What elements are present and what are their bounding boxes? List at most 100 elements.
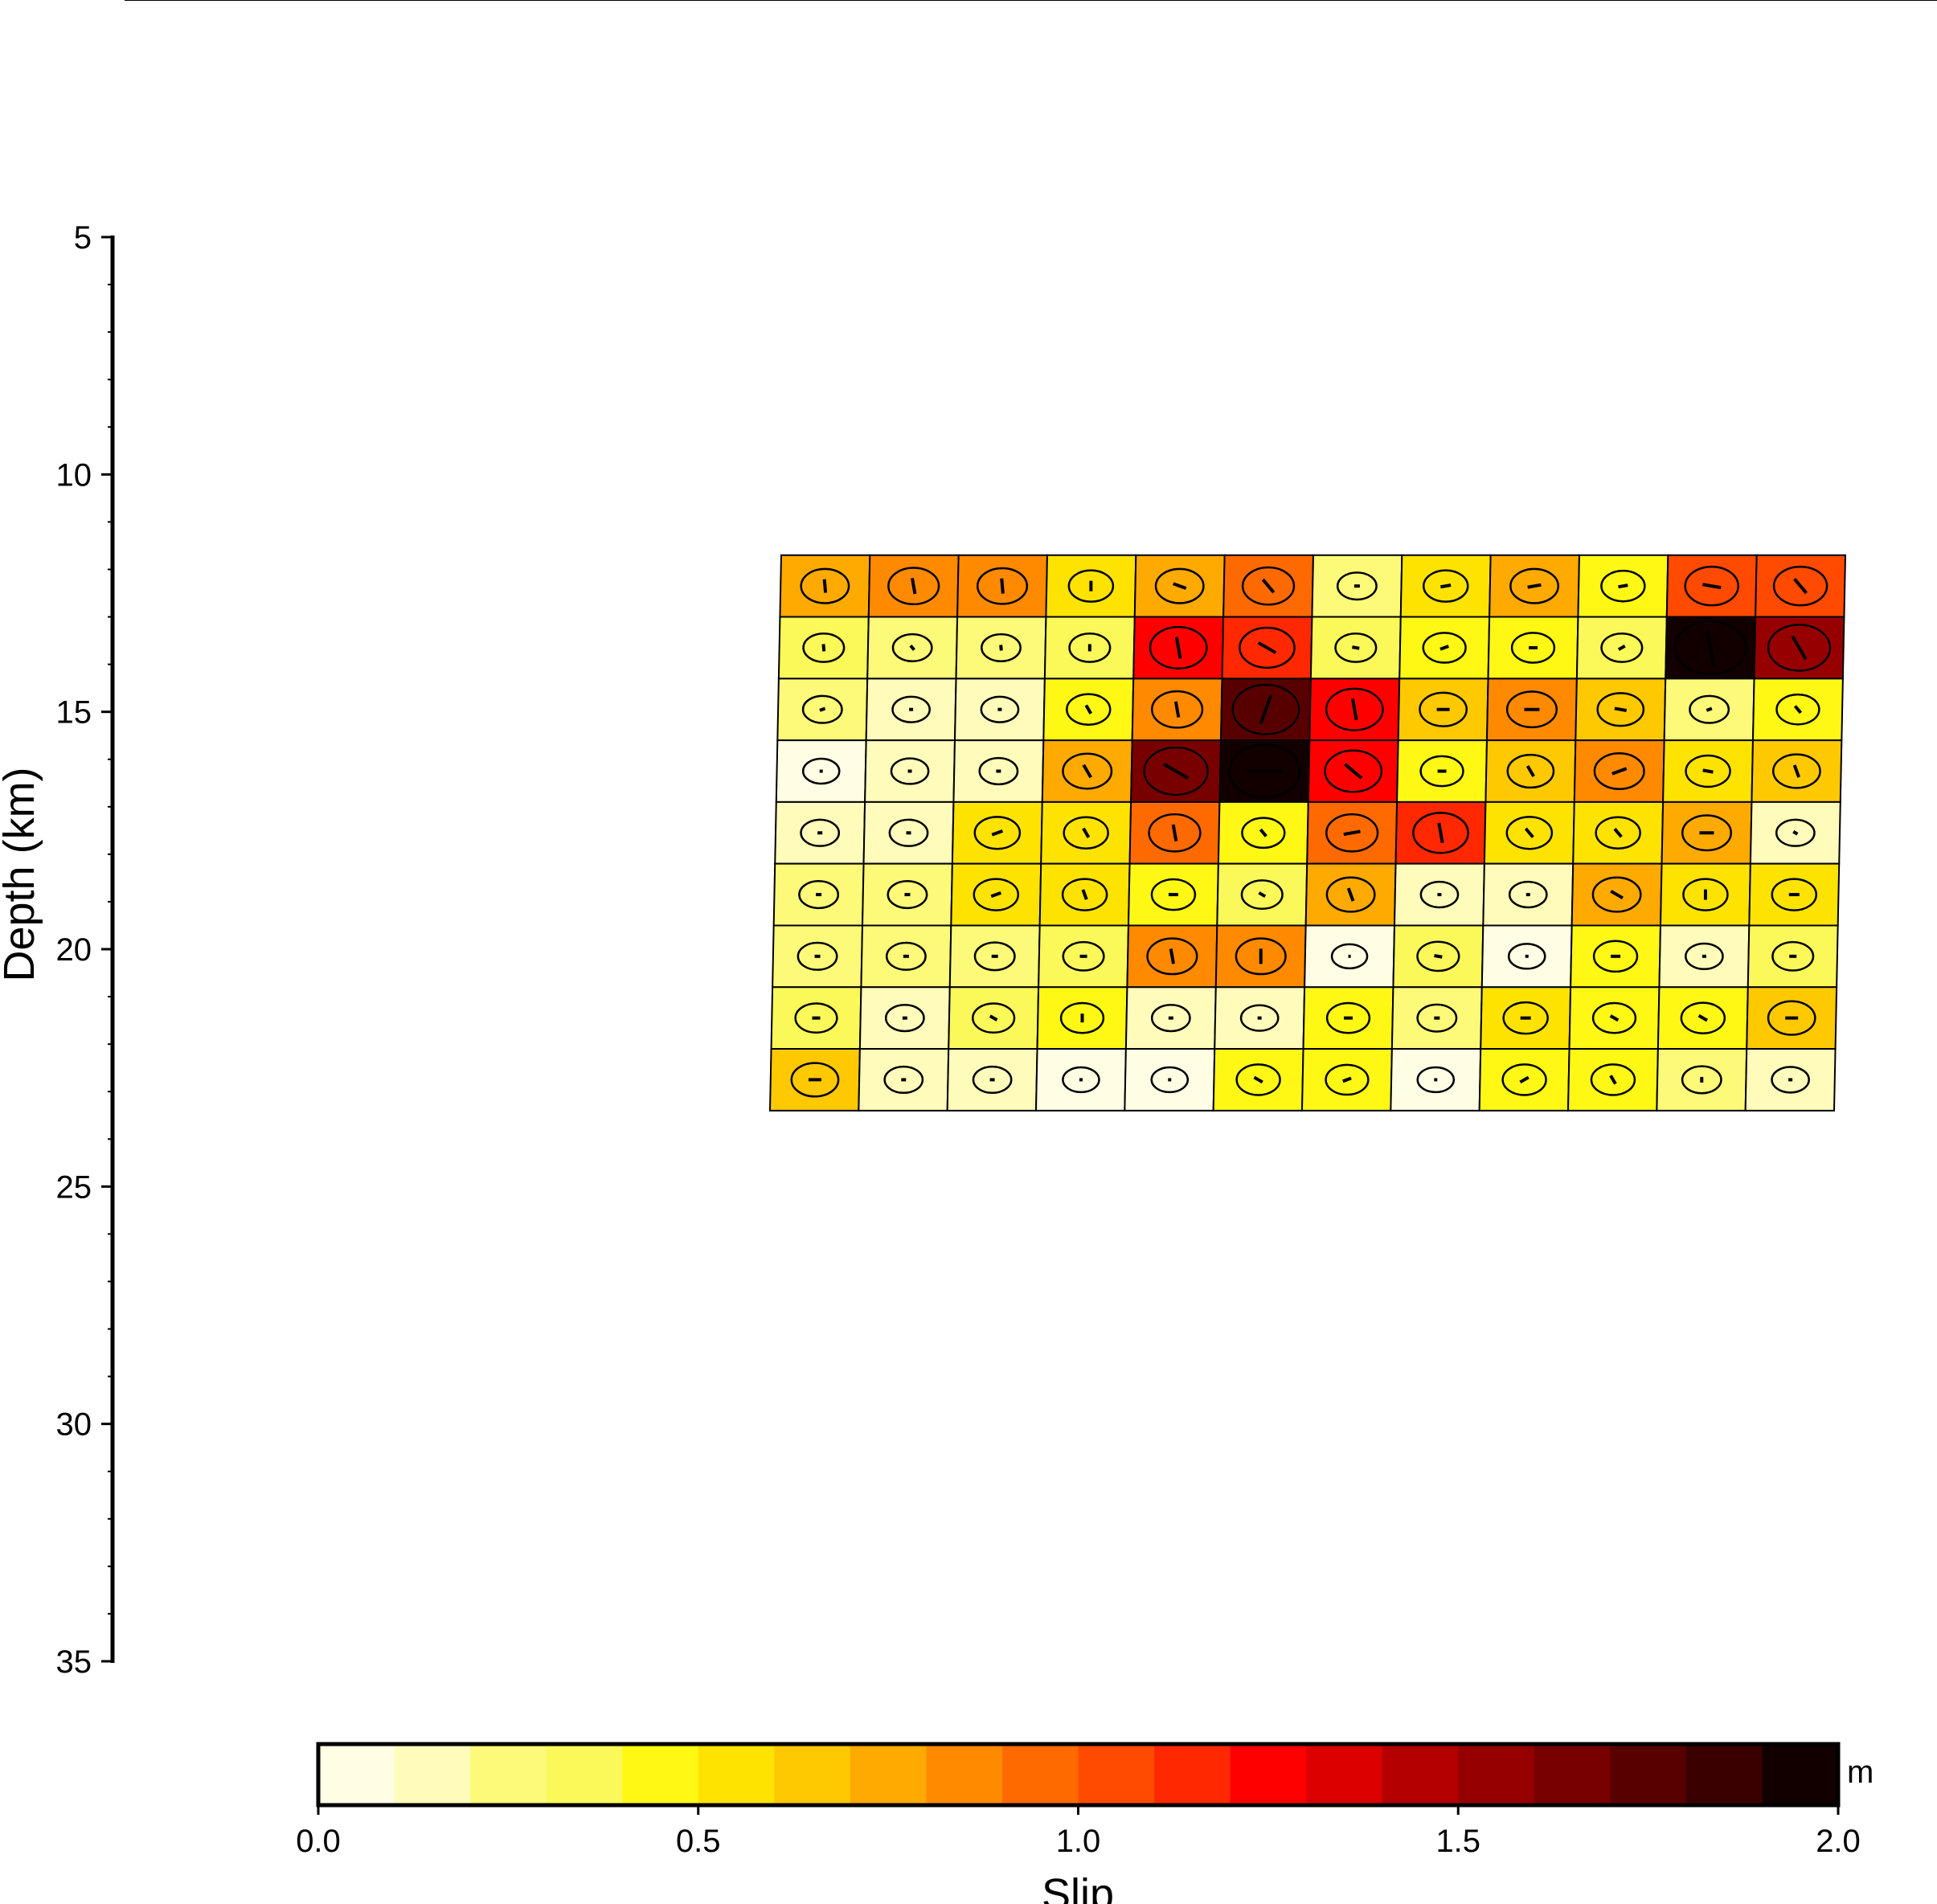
slip-vector: [1437, 822, 1444, 843]
uncertainty-ellipse: [1146, 937, 1198, 976]
slip-vector: [821, 644, 826, 652]
uncertainty-ellipse: [1509, 567, 1560, 604]
depth-tick-label: 10: [56, 457, 92, 493]
slip-vector: [1793, 578, 1808, 595]
depth-tick-label: 5: [74, 220, 92, 256]
slip-colorbar: 0.0 0.5 1.0 1.5 2.0: [296, 1742, 1861, 1859]
slip-vector: [1706, 706, 1713, 712]
uncertainty-ellipse: [1151, 690, 1204, 729]
uncertainty-ellipse: [1325, 1001, 1371, 1034]
slip-vector: [1434, 954, 1443, 959]
slip-vector: [1702, 583, 1722, 590]
slip-vector: [1082, 827, 1091, 838]
slip-vector: [1257, 641, 1277, 654]
slip-vector: [1527, 583, 1542, 589]
colorbar-swatch: [1762, 1744, 1839, 1805]
slip-vector: [1000, 578, 1005, 594]
depth-tick-label: 25: [56, 1169, 92, 1205]
slip-vector: [1350, 698, 1358, 721]
slip-vector: [1618, 583, 1628, 589]
uncertainty-ellipse: [1591, 1001, 1637, 1034]
uncertainty-ellipse: [1507, 943, 1546, 970]
slip-vector: [1253, 1075, 1263, 1084]
uncertainty-ellipse: [977, 567, 1029, 605]
uncertainty-ellipse: [1771, 753, 1821, 789]
uncertainty-ellipse: [1508, 880, 1548, 909]
uncertainty-ellipse: [1422, 632, 1467, 664]
slip-vector: [1609, 1075, 1617, 1085]
colorbar-swatch: [774, 1744, 851, 1805]
uncertainty-ellipse: [1143, 746, 1209, 796]
fault-patch-grid: [768, 554, 1847, 1112]
slip-vector: [1613, 828, 1623, 838]
uncertainty-ellipse: [1767, 1000, 1816, 1036]
uncertainty-ellipse: [1590, 1063, 1636, 1096]
uncertainty-ellipse: [1150, 878, 1197, 911]
uncertainty-ellipse: [1501, 1063, 1547, 1096]
uncertainty-ellipse: [1689, 694, 1730, 724]
slip-vector: [1342, 1076, 1352, 1083]
uncertainty-ellipse: [1681, 1065, 1722, 1095]
slip-vector: [991, 829, 1004, 837]
depth-tick-label: 30: [56, 1407, 92, 1443]
slip-vector: [1259, 828, 1267, 837]
uncertainty-ellipse: [801, 757, 841, 785]
uncertainty-ellipse: [1771, 940, 1815, 972]
uncertainty-ellipse: [802, 632, 846, 663]
uncertainty-ellipse: [973, 878, 1020, 911]
colorbar-tick-label: 1.5: [1435, 1824, 1480, 1859]
slip-vector: [1614, 706, 1628, 712]
slip-vector: [1352, 645, 1360, 650]
uncertainty-ellipse: [972, 1002, 1016, 1034]
uncertainty-ellipse: [1681, 814, 1732, 852]
uncertainty-ellipse: [1228, 743, 1301, 799]
slip-vector: [1171, 824, 1178, 841]
colorbar-swatch: [698, 1744, 775, 1805]
uncertainty-ellipse: [801, 694, 843, 724]
slip-vector: [1169, 948, 1176, 964]
uncertainty-ellipse: [1419, 691, 1468, 727]
uncertainty-ellipse: [1595, 816, 1641, 850]
uncertainty-ellipse: [1061, 878, 1108, 911]
colorbar-swatch: [1306, 1744, 1383, 1805]
colorbar-tick-label: 0.0: [296, 1824, 341, 1859]
uncertainty-ellipse: [1502, 1001, 1549, 1035]
colorbar-swatch: [470, 1744, 547, 1805]
slip-vector: [1084, 704, 1093, 715]
slip-vector: [1259, 694, 1273, 725]
uncertainty-ellipse: [800, 818, 841, 847]
uncertainty-ellipse: [800, 567, 850, 604]
uncertainty-ellipse: [972, 1065, 1013, 1095]
uncertainty-ellipse: [1325, 876, 1376, 913]
uncertainty-ellipse: [1419, 880, 1460, 909]
uncertainty-ellipse: [1059, 1001, 1105, 1034]
uncertainty-ellipse: [1412, 812, 1469, 854]
slip-vector: [1173, 582, 1187, 590]
slip-vector: [1439, 645, 1450, 651]
uncertainty-ellipse: [883, 1065, 924, 1095]
uncertainty-ellipse: [978, 756, 1019, 786]
slip-vector: [1174, 637, 1182, 659]
slip-vector: [1519, 1075, 1530, 1084]
uncertainty-ellipse: [1416, 940, 1460, 972]
uncertainty-ellipse: [1150, 1066, 1190, 1094]
slip-vector: [1793, 705, 1803, 715]
uncertainty-ellipse: [1771, 1066, 1810, 1094]
uncertainty-ellipse: [1510, 632, 1556, 664]
slip-vector: [1173, 701, 1181, 718]
uncertainty-ellipse: [1324, 749, 1383, 793]
colorbar-unit: m: [1847, 1755, 1874, 1790]
slip-vector: [1702, 768, 1714, 774]
uncertainty-ellipse: [1149, 625, 1208, 669]
depth-axis-title: Depth (km): [0, 767, 43, 981]
colorbar-swatch: [546, 1744, 623, 1805]
uncertainty-ellipse: [1063, 816, 1109, 850]
uncertainty-ellipse: [1241, 817, 1286, 850]
depth-tick-label: 20: [56, 932, 92, 968]
uncertainty-ellipse: [1593, 752, 1645, 790]
colorbar-swatch: [1382, 1744, 1459, 1805]
colorbar-swatch: [1458, 1744, 1535, 1805]
uncertainty-ellipse: [1505, 690, 1558, 729]
uncertainty-ellipse: [885, 941, 927, 971]
colorbar-swatch: [1534, 1744, 1611, 1805]
